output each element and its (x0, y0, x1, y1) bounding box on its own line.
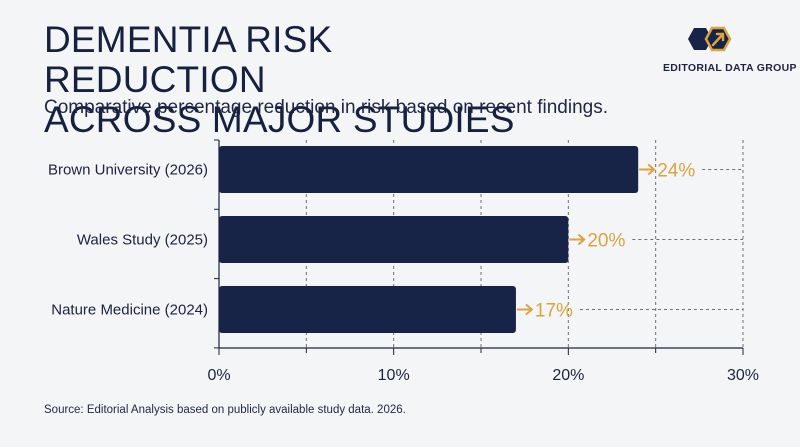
value-label: 20% (587, 231, 625, 252)
hexagon-arrow-icon (688, 26, 732, 52)
value-label: 24% (657, 161, 695, 182)
bar (219, 286, 516, 333)
chart-title-line-1: DEMENTIA RISK REDUCTION (44, 19, 333, 100)
bar (219, 146, 639, 193)
category-label: Nature Medicine (2024) (51, 302, 208, 319)
source-note: Source: Editorial Analysis based on publ… (44, 404, 406, 416)
x-tick-label: 30% (727, 367, 759, 384)
bar (219, 216, 569, 263)
value-arrow-head (525, 303, 533, 316)
chart-title: DEMENTIA RISK REDUCTION ACROSS MAJOR STU… (44, 20, 564, 140)
value-label: 17% (535, 301, 573, 322)
value-arrow-head (577, 233, 586, 246)
chart-title-line-2: ACROSS MAJOR STUDIES (44, 99, 515, 140)
category-label: Wales Study (2025) (77, 232, 208, 249)
value-arrow-head (647, 163, 656, 176)
brand-name: EDITORIAL DATA GROUP (663, 62, 797, 74)
x-tick-label: 20% (552, 367, 584, 384)
x-tick-label: 0% (207, 367, 230, 384)
x-tick-label: 10% (378, 367, 410, 384)
category-label: Brown University (2026) (48, 162, 208, 179)
chart-subtitle: Comparative percentage reduction in risk… (44, 97, 608, 118)
